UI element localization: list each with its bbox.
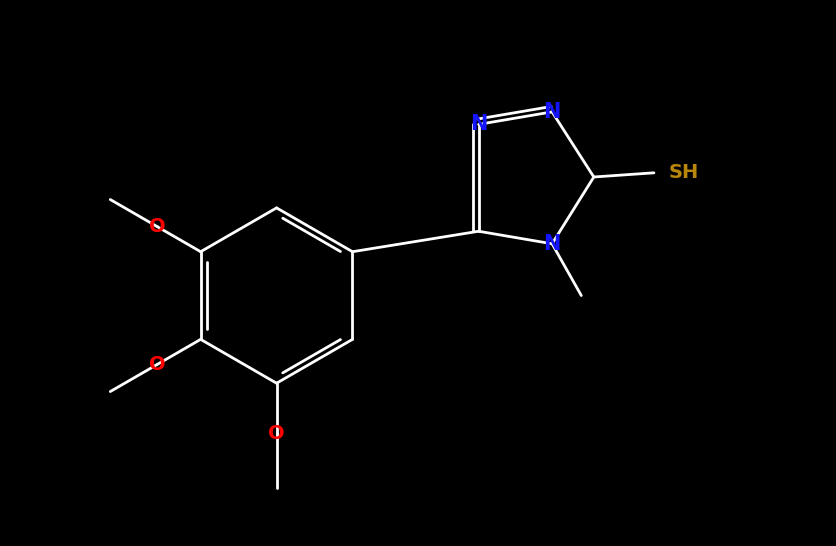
Text: SH: SH <box>668 163 698 182</box>
Text: O: O <box>149 355 166 374</box>
Text: N: N <box>543 102 560 122</box>
Text: O: O <box>149 217 166 236</box>
Text: N: N <box>469 115 487 134</box>
Text: O: O <box>268 424 284 443</box>
Text: N: N <box>543 234 560 254</box>
